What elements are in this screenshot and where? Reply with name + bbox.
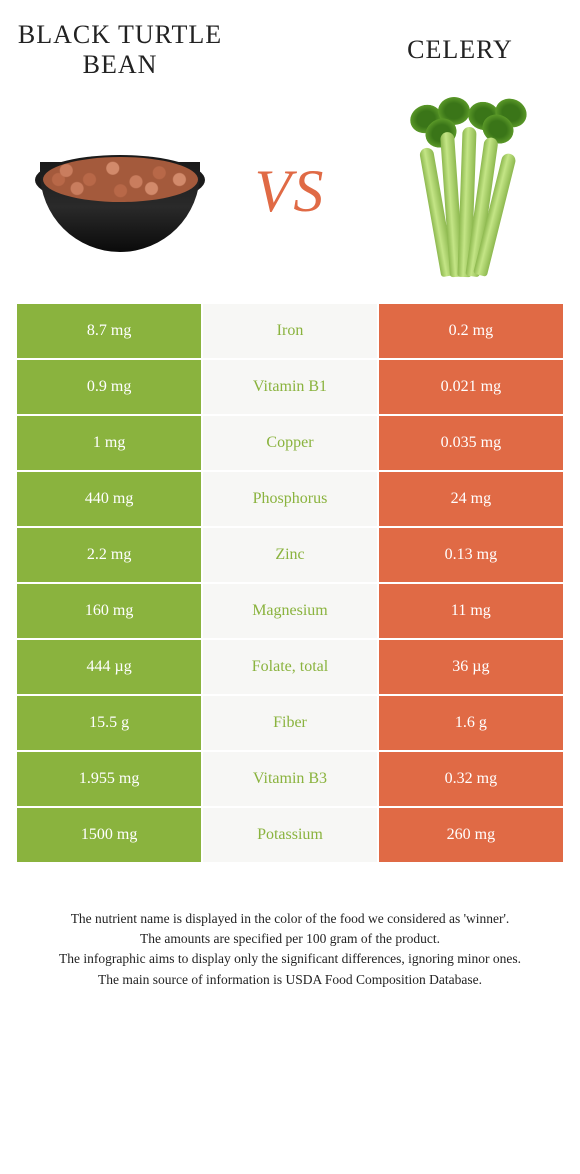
- right-value: 260 mg: [379, 808, 563, 862]
- food-right-image: [355, 102, 565, 282]
- food-left-image-col: [15, 102, 225, 282]
- vs-column: VS: [225, 102, 355, 282]
- right-value: 0.13 mg: [379, 528, 563, 582]
- nutrient-name: Zinc: [203, 528, 376, 582]
- nutrient-name: Fiber: [203, 696, 376, 750]
- footer-line-1: The nutrient name is displayed in the co…: [25, 909, 555, 929]
- table-row: 1.955 mgVitamin B30.32 mg: [17, 752, 563, 806]
- nutrient-name: Iron: [203, 304, 376, 358]
- footer-line-3: The infographic aims to display only the…: [25, 949, 555, 969]
- left-value: 1 mg: [17, 416, 201, 470]
- nutrient-name: Magnesium: [203, 584, 376, 638]
- food-right-title: CELERY: [355, 35, 565, 65]
- right-value: 36 µg: [379, 640, 563, 694]
- nutrient-name: Copper: [203, 416, 376, 470]
- nutrient-table: 8.7 mgIron0.2 mg0.9 mgVitamin B10.021 mg…: [15, 302, 565, 864]
- right-value: 0.32 mg: [379, 752, 563, 806]
- right-value: 11 mg: [379, 584, 563, 638]
- left-value: 1500 mg: [17, 808, 201, 862]
- food-left-image: [15, 102, 225, 282]
- nutrient-name: Potassium: [203, 808, 376, 862]
- beans-bowl-icon: [35, 127, 205, 257]
- table-row: 444 µgFolate, total36 µg: [17, 640, 563, 694]
- table-row: 1500 mgPotassium260 mg: [17, 808, 563, 862]
- left-value: 15.5 g: [17, 696, 201, 750]
- left-value: 1.955 mg: [17, 752, 201, 806]
- food-right-image-col: [355, 102, 565, 282]
- header: BLACK TURTLE BEAN CELERY: [15, 20, 565, 92]
- footer-notes: The nutrient name is displayed in the co…: [15, 909, 565, 990]
- left-value: 0.9 mg: [17, 360, 201, 414]
- food-right-col: CELERY: [355, 35, 565, 77]
- table-row: 2.2 mgZinc0.13 mg: [17, 528, 563, 582]
- left-value: 440 mg: [17, 472, 201, 526]
- table-row: 15.5 gFiber1.6 g: [17, 696, 563, 750]
- left-value: 8.7 mg: [17, 304, 201, 358]
- right-value: 0.035 mg: [379, 416, 563, 470]
- nutrient-table-body: 8.7 mgIron0.2 mg0.9 mgVitamin B10.021 mg…: [17, 304, 563, 862]
- table-row: 8.7 mgIron0.2 mg: [17, 304, 563, 358]
- nutrient-name: Folate, total: [203, 640, 376, 694]
- food-left-title: BLACK TURTLE BEAN: [15, 20, 225, 80]
- nutrient-name: Vitamin B3: [203, 752, 376, 806]
- right-value: 0.021 mg: [379, 360, 563, 414]
- left-value: 2.2 mg: [17, 528, 201, 582]
- right-value: 0.2 mg: [379, 304, 563, 358]
- right-value: 1.6 g: [379, 696, 563, 750]
- table-row: 160 mgMagnesium11 mg: [17, 584, 563, 638]
- left-value: 160 mg: [17, 584, 201, 638]
- celery-icon: [390, 97, 530, 287]
- table-row: 0.9 mgVitamin B10.021 mg: [17, 360, 563, 414]
- food-left-col: BLACK TURTLE BEAN: [15, 20, 225, 92]
- image-row: VS: [15, 102, 565, 282]
- vs-label: VS: [255, 157, 326, 226]
- footer-line-2: The amounts are specified per 100 gram o…: [25, 929, 555, 949]
- footer-line-4: The main source of information is USDA F…: [25, 970, 555, 990]
- table-row: 440 mgPhosphorus24 mg: [17, 472, 563, 526]
- left-value: 444 µg: [17, 640, 201, 694]
- table-row: 1 mgCopper0.035 mg: [17, 416, 563, 470]
- right-value: 24 mg: [379, 472, 563, 526]
- nutrient-name: Vitamin B1: [203, 360, 376, 414]
- nutrient-name: Phosphorus: [203, 472, 376, 526]
